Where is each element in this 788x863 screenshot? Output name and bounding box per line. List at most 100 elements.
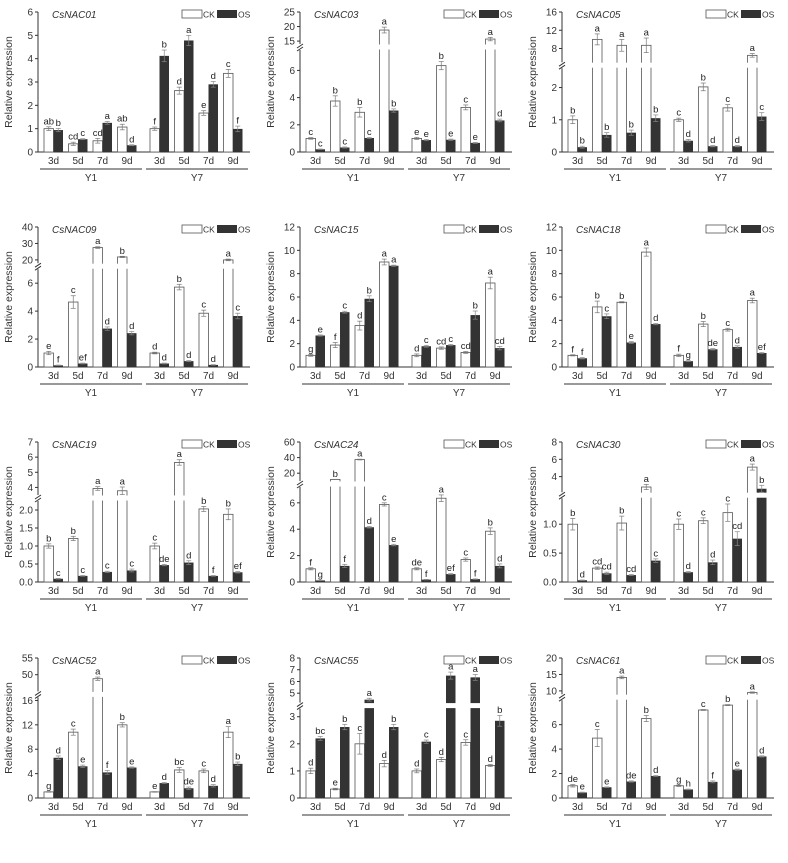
- bar-os-y7-9d: [495, 720, 505, 798]
- significance-letter: c: [342, 301, 347, 312]
- y-tick-label: 12: [284, 223, 296, 234]
- y-tick-label: 4: [27, 769, 33, 780]
- group-label-y1: Y1: [609, 388, 622, 399]
- bar-ck-y7-7d: [722, 512, 733, 583]
- y-axis-label: Relative expression: [265, 36, 277, 128]
- significance-letter: ab: [43, 116, 54, 127]
- x-tick-label: 5d: [334, 156, 345, 167]
- y-tick-label: 2: [551, 769, 557, 780]
- significance-letter: g: [686, 350, 691, 361]
- y-tick-label: 5: [27, 468, 33, 479]
- y-tick-label: 40: [22, 223, 34, 234]
- legend-os-label: OS: [762, 10, 775, 20]
- significance-letter: d: [653, 313, 658, 324]
- significance-letter: b: [497, 705, 502, 716]
- group-label-y7: Y7: [715, 603, 728, 614]
- bar-ck-y7-3d: [673, 785, 684, 799]
- significance-letter: d: [414, 343, 419, 354]
- significance-letter: b: [619, 291, 624, 302]
- bar-os-y7-3d: [159, 55, 169, 152]
- significance-letter: f: [57, 355, 60, 366]
- y-tick-label: 0: [27, 148, 33, 159]
- significance-letter: e: [629, 331, 634, 342]
- group-label-y1: Y1: [347, 173, 360, 184]
- y-tick-label: 6: [27, 279, 33, 290]
- significance-letter: cd: [592, 556, 602, 567]
- x-tick-label: 9d: [227, 586, 238, 597]
- legend-ck-swatch: [181, 439, 203, 449]
- significance-letter: a: [619, 666, 625, 677]
- x-tick-label: 7d: [465, 156, 476, 167]
- y-axis-label: Relative expression: [527, 36, 539, 128]
- group-label-y7: Y7: [715, 388, 728, 399]
- x-tick-label: 7d: [465, 802, 476, 813]
- significance-letter: c: [424, 730, 429, 741]
- chart-panel-csnac09: 0 2 4 6 20 30 40 Relative expression CsNAC09 CK OS…: [0, 215, 262, 430]
- significance-letter: b: [177, 274, 182, 285]
- legend-os-swatch: [217, 656, 237, 664]
- significance-letter: b: [391, 98, 396, 109]
- group-label-y1: Y1: [85, 603, 98, 614]
- y-tick-label: 3: [289, 712, 295, 723]
- y-tick-label: 10: [546, 686, 558, 697]
- bar-os-y1-7d: [364, 298, 374, 367]
- legend: CK OS: [705, 10, 775, 20]
- bar-ck-y1-9d: [379, 261, 390, 368]
- bar-os-y7-3d: [159, 565, 169, 582]
- x-tick-labels: 3d 5d 7d 9d 3d 5d 7d 9d: [48, 156, 239, 167]
- axis-break-icon: [296, 43, 304, 49]
- significance-letter: b: [759, 475, 764, 486]
- group-label-y1: Y1: [609, 173, 622, 184]
- x-tick-label: 5d: [334, 586, 345, 597]
- x-tick-label: 7d: [203, 802, 214, 813]
- bar-os-y1-9d: [651, 775, 661, 798]
- x-tick-label: 9d: [751, 371, 762, 382]
- legend: CK OS: [705, 225, 775, 235]
- significance-letter: a: [750, 43, 756, 54]
- bar-os-y7-5d: [446, 574, 456, 582]
- significance-letter: ef: [79, 353, 87, 364]
- y-tick-label: 1: [551, 115, 557, 126]
- bar-os-y1-3d: [577, 147, 587, 152]
- y-axis: 0 2 4 6 8 10 12: [546, 223, 563, 374]
- bar-ck-y1-9d: [117, 256, 128, 368]
- y-axis: 0 2 4 6 20 30 40: [22, 223, 42, 374]
- significance-letter: a: [619, 29, 625, 40]
- significance-letter: a: [95, 476, 101, 487]
- bar-os-y7-3d: [421, 579, 431, 582]
- significance-letter: ef: [447, 563, 455, 574]
- significance-letter: b: [439, 51, 444, 62]
- bar-os-y1-5d: [602, 316, 612, 367]
- significance-letter: d: [308, 758, 313, 769]
- significance-letter: a: [382, 17, 388, 28]
- bar-os-y7-5d: [446, 675, 456, 798]
- legend: CK OS: [443, 440, 513, 450]
- significance-letter: b: [619, 506, 624, 517]
- x-tick-label: 3d: [154, 802, 165, 813]
- x-tick-label: 7d: [727, 371, 738, 382]
- significance-letter: e: [735, 759, 740, 770]
- significance-letter: d: [211, 354, 216, 365]
- bar-os-y1-3d: [53, 365, 63, 367]
- gene-title: CsNAC24: [314, 440, 359, 451]
- x-tick-label: 9d: [383, 371, 394, 382]
- legend-ck-label: CK: [203, 10, 215, 20]
- x-tick-labels: 3d 5d 7d 9d 3d 5d 7d 9d: [310, 586, 501, 597]
- bar-os-y1-7d: [102, 772, 112, 798]
- significance-letter: a: [391, 255, 397, 266]
- bar-os-y7-9d: [757, 353, 767, 367]
- y-tick-label: 2: [289, 120, 295, 131]
- significance-letter: d: [162, 772, 167, 783]
- significance-letter: d: [129, 134, 134, 145]
- x-tick-label: 9d: [121, 371, 132, 382]
- bar-ck-y1-5d: [592, 737, 603, 799]
- legend-os-label: OS: [500, 440, 513, 450]
- y-axis-label: Relative expression: [527, 466, 539, 558]
- bar-ck-y1-7d: [354, 459, 365, 583]
- x-tick-label: 5d: [440, 371, 451, 382]
- bar-ck-y1-9d: [641, 251, 652, 368]
- bar-ck-y1-3d: [43, 791, 54, 799]
- x-tick-label: 3d: [678, 371, 689, 382]
